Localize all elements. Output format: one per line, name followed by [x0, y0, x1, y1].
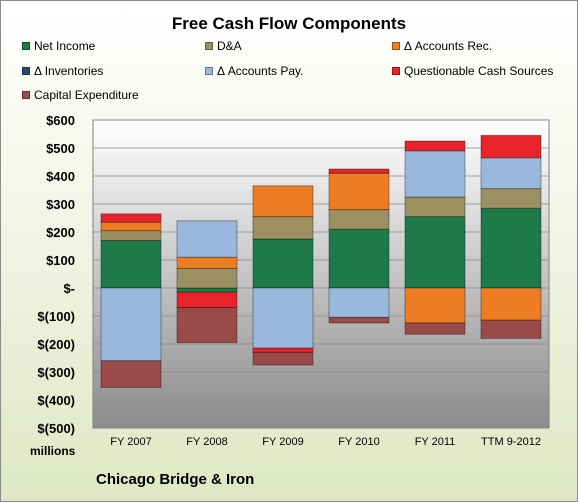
x-tick-label: TTM 9-2012: [481, 436, 541, 448]
bar-segment: [176, 267, 238, 289]
bar-segment: [100, 221, 162, 232]
bar-segment: [480, 207, 542, 289]
y-tick-label: $(400): [37, 393, 75, 408]
legend-item: Δ Accounts Rec.: [392, 39, 492, 53]
legend-swatch: [205, 67, 213, 75]
legend-item: Δ Accounts Pay.: [205, 64, 304, 78]
legend-label: Questionable Cash Sources: [404, 64, 554, 78]
bar-segment: [404, 322, 466, 335]
bar-segment: [404, 140, 466, 152]
bar-segment: [100, 239, 162, 289]
plot-area: [92, 119, 550, 429]
bar-segment: [480, 319, 542, 339]
bar-segment: [404, 216, 466, 289]
bar-segment: [176, 256, 238, 269]
y-tick-label: $(300): [37, 365, 75, 380]
bar-segment: [252, 238, 314, 289]
bar-segment: [480, 188, 542, 209]
bar-segment: [328, 316, 390, 324]
bar-segment: [328, 287, 390, 318]
y-tick-label: $500: [46, 141, 75, 156]
legend-swatch: [392, 42, 400, 50]
bar-segment: [328, 209, 390, 230]
x-tick-label: FY 2010: [338, 436, 379, 448]
bar-segment: [176, 287, 238, 293]
legend-label: D&A: [217, 39, 242, 53]
chart-title: Free Cash Flow Components: [171, 14, 407, 33]
x-tick-label: FY 2011: [415, 436, 456, 448]
x-tick-label: FY 2009: [262, 436, 303, 448]
legend-swatch: [22, 91, 30, 99]
bar-segment: [480, 287, 542, 321]
bar-segment: [252, 347, 314, 353]
bar-segment: [252, 185, 314, 218]
x-tick-label: FY 2007: [110, 436, 151, 448]
legend-item: D&A: [205, 39, 242, 53]
legend-label: Capital Expenditure: [34, 88, 139, 102]
bar-segment: [404, 287, 466, 324]
y-tick-label: $400: [46, 169, 75, 184]
legend-label: Δ Accounts Pay.: [217, 64, 304, 78]
bar-segment: [328, 172, 390, 211]
bar-segment: [328, 168, 390, 174]
legend-swatch: [22, 67, 30, 75]
y-tick-label: $200: [46, 225, 75, 240]
unit-label: millions: [30, 444, 76, 458]
bar-segment: [252, 351, 314, 366]
bar-segment: [404, 150, 466, 198]
bar-segment: [176, 291, 238, 309]
legend-label: Δ Accounts Rec.: [404, 39, 493, 53]
y-tick-label: $-: [63, 281, 75, 296]
bar-segment: [176, 307, 238, 344]
legend-item: Questionable Cash Sources: [392, 64, 553, 78]
legend-item: Net Income: [22, 39, 95, 53]
bar-segment: [100, 287, 162, 362]
bar-segment: [100, 230, 162, 241]
legend-label: Δ Inventories: [34, 64, 104, 78]
y-tick-label: $100: [46, 253, 75, 268]
legend-swatch: [205, 42, 213, 50]
bar-segment: [252, 287, 314, 349]
legend-item: Capital Expenditure: [22, 88, 139, 102]
bar-segment: [252, 216, 314, 240]
bar-segment: [100, 360, 162, 388]
y-tick-label: $300: [46, 197, 75, 212]
y-tick-label: $(500): [37, 421, 75, 436]
bar-segment: [176, 220, 238, 258]
bar-segment: [480, 134, 542, 159]
legend-item: Δ Inventories: [22, 64, 103, 78]
y-tick-label: $(200): [37, 337, 75, 352]
legend-swatch: [392, 67, 400, 75]
y-tick-label: $(100): [37, 309, 75, 324]
bar-segment: [404, 196, 466, 218]
legend-swatch: [22, 42, 30, 50]
y-tick-label: $600: [46, 113, 75, 128]
company-name: Chicago Bridge & Iron: [96, 471, 255, 488]
x-tick-label: FY 2008: [186, 436, 227, 448]
bar-segment: [100, 213, 162, 223]
legend-label: Net Income: [34, 39, 96, 53]
bar-segment: [328, 228, 390, 289]
bar-segment: [480, 157, 542, 190]
